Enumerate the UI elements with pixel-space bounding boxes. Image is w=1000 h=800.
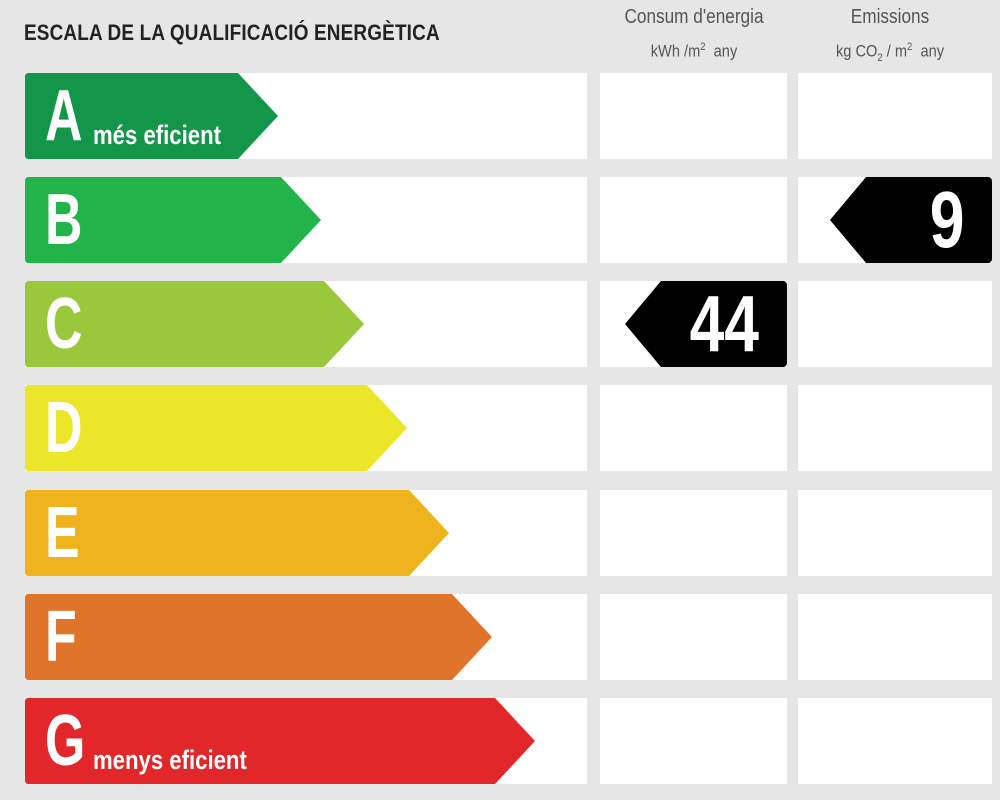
class-arrow-d: D	[25, 385, 407, 471]
scale-row-c: C 44	[0, 281, 1000, 367]
emissions-cell	[798, 698, 992, 784]
energy-rating-badge: 44	[625, 281, 787, 367]
energy-cell	[600, 385, 787, 471]
emissions-column-title: Emissions	[850, 6, 930, 28]
emissions-cell	[798, 281, 992, 367]
emissions-cell	[798, 73, 992, 159]
class-letter: G	[45, 701, 86, 781]
energy-cell	[600, 177, 787, 263]
energy-column-unit: kWh /m2 any	[650, 41, 738, 61]
class-arrow-f: F	[25, 594, 492, 680]
energy-cell	[600, 490, 787, 576]
emissions-rating-value: 9	[929, 175, 964, 264]
scale-row-e: E	[0, 490, 1000, 576]
class-arrow-e: E	[25, 490, 449, 576]
class-label: més eficient	[93, 120, 221, 150]
class-letter: B	[45, 180, 83, 260]
class-letter: E	[45, 493, 80, 573]
class-letter: A	[45, 76, 83, 156]
class-label: menys eficient	[93, 745, 247, 775]
class-letter: C	[45, 284, 83, 364]
energy-cell	[600, 594, 787, 680]
emissions-column-header: Emissions kg CO2 / m2 any	[810, 2, 970, 73]
emissions-rating-badge: 9	[830, 177, 992, 263]
scale-row-d: D	[0, 385, 1000, 471]
scale-row-f: F	[0, 594, 1000, 680]
emissions-cell	[798, 490, 992, 576]
class-arrow-c: C	[25, 281, 364, 367]
emissions-column-unit: kg CO2 / m2 any	[835, 41, 945, 65]
emissions-cell	[798, 385, 992, 471]
page-title: ESCALA DE LA QUALIFICACIÓ ENERGÈTICA	[24, 20, 440, 45]
energy-cell	[600, 73, 787, 159]
class-arrow-b: B	[25, 177, 321, 263]
energy-cell	[600, 698, 787, 784]
class-letter: F	[45, 597, 77, 677]
energy-column-title: Consum d'energia	[624, 6, 764, 28]
energy-rating-value: 44	[689, 279, 759, 368]
class-letter: D	[45, 388, 83, 468]
energy-column-header: Consum d'energia kWh /m2 any	[613, 2, 775, 67]
emissions-cell	[798, 594, 992, 680]
